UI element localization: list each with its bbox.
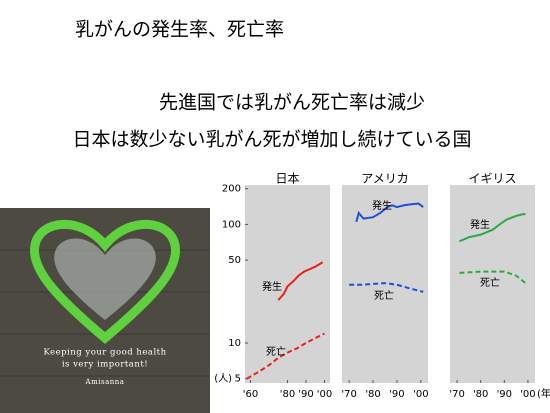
picture: Keeping your good health is very importa… xyxy=(0,208,210,413)
x-tick-label: '90 xyxy=(497,389,512,400)
panel-background xyxy=(245,185,330,383)
x-tick-label: '90 xyxy=(389,389,404,400)
panel-background xyxy=(450,185,535,383)
x-tick-label: '00 xyxy=(317,389,332,400)
series-label: 発生 xyxy=(262,280,282,293)
picture-caption: Keeping your good health xyxy=(43,348,166,358)
heart xyxy=(29,219,181,344)
picture-credit: Amisanna xyxy=(85,378,125,386)
x-tick-label: '90 xyxy=(298,389,313,400)
slide-line: 先進国では乳がん死亡率は減少 xyxy=(159,92,425,114)
series-line xyxy=(277,261,324,301)
x-tick-label: '70 xyxy=(341,389,356,400)
picture-caption: is very important! xyxy=(62,360,148,370)
series-line xyxy=(246,332,325,380)
series-line xyxy=(355,202,424,223)
series-label: 死亡 xyxy=(374,289,394,302)
y-tick-label: 200 xyxy=(222,184,241,195)
y-tick-label: 5 xyxy=(235,374,241,385)
y-tick-label: 100 xyxy=(222,219,241,230)
x-tick-label: '00 xyxy=(520,389,535,400)
y-tick-label: 10 xyxy=(228,338,241,349)
x-tick-label: '80 xyxy=(473,389,488,400)
x-tick-label: '70 xyxy=(449,389,464,400)
slide-line: 日本は数少ない乳がん死が増加し続けている国 xyxy=(72,129,471,151)
x-tick-label: '60 xyxy=(243,389,258,400)
slide-title: 乳がんの発生率、死亡率 xyxy=(75,19,284,41)
x-tick-label: '80 xyxy=(365,389,380,400)
series-label: 死亡 xyxy=(266,345,286,358)
x-tick-label: '80 xyxy=(280,389,295,400)
panel-title: 日本 xyxy=(275,172,299,186)
x-axis-label: (年) xyxy=(537,387,550,400)
series-line xyxy=(349,282,424,293)
panel-title: アメリカ xyxy=(361,172,408,186)
y-tick-label: 50 xyxy=(228,255,241,266)
panel-title: イギリス xyxy=(468,172,516,186)
series-line xyxy=(459,270,527,284)
series-label: 発生 xyxy=(372,199,392,212)
series-line xyxy=(459,213,526,243)
series-label: 死亡 xyxy=(480,276,500,289)
x-tick-label: '00 xyxy=(413,389,428,400)
y-axis-label: (人) xyxy=(214,373,232,385)
series-label: 発生 xyxy=(470,218,490,231)
